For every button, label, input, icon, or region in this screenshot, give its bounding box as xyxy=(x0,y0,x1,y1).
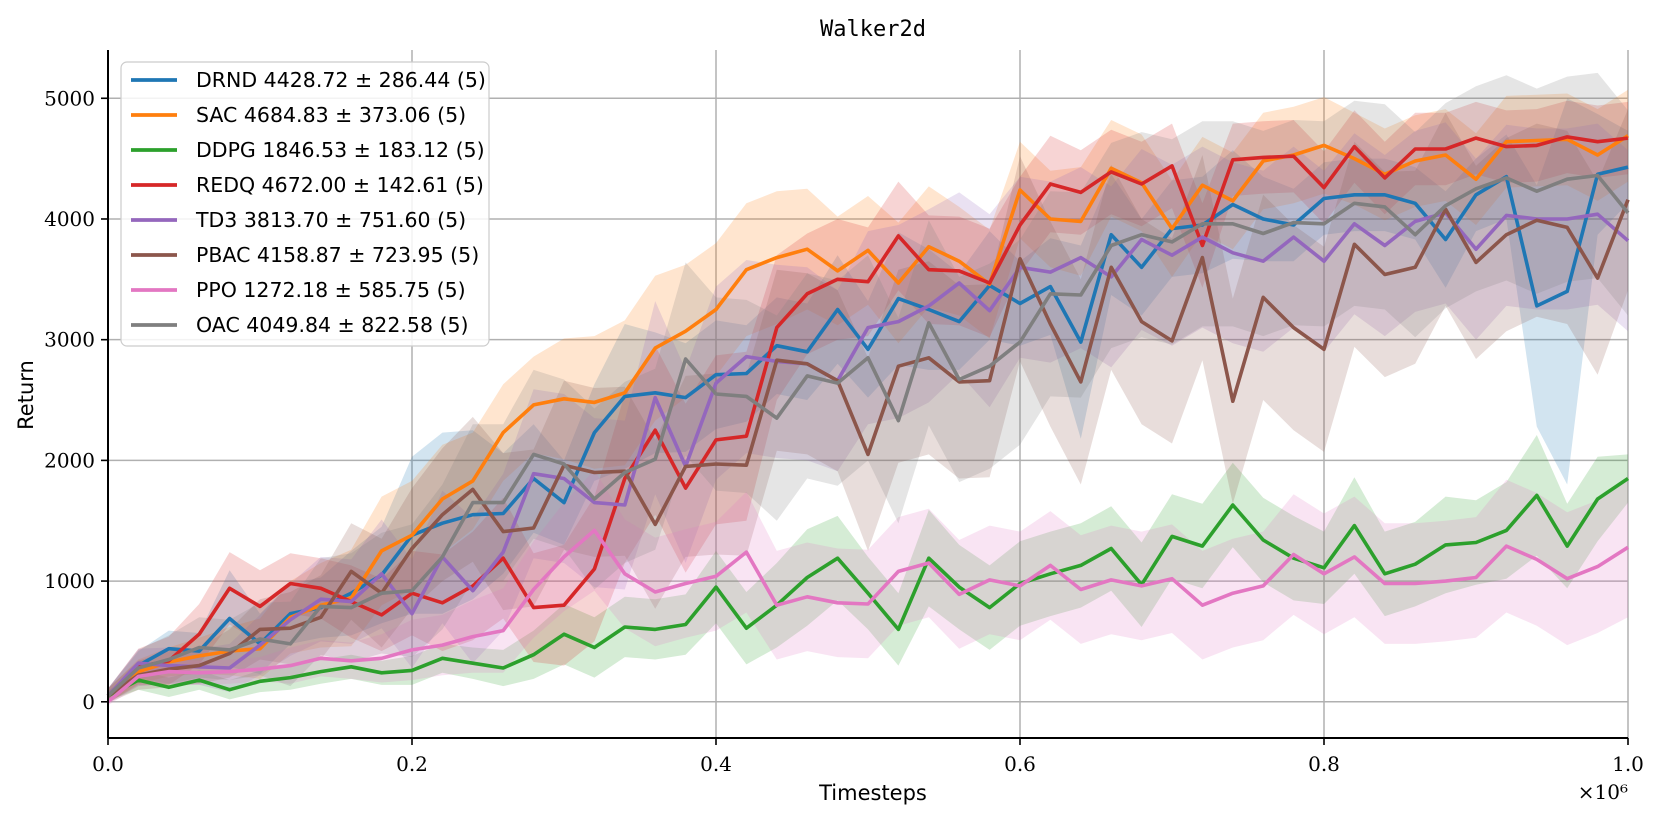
legend: DRND 4428.72 ± 286.44 (5) SAC 4684.83 ± 3… xyxy=(120,61,490,347)
y-tick-label: 0 xyxy=(82,690,95,714)
line-drnd xyxy=(106,165,1629,698)
band-td3 xyxy=(108,122,1628,703)
band-ddpg xyxy=(108,435,1628,701)
band-ppo xyxy=(108,470,1628,706)
x-axis-label: Timesteps xyxy=(818,781,927,805)
legend-label-drnd: DRND 4428.72 ± 286.44 (5) xyxy=(196,68,486,92)
y-tick-label: 2000 xyxy=(44,448,95,472)
line-oac xyxy=(106,173,1630,698)
line-redq xyxy=(106,135,1629,698)
chart-title: Walker2d xyxy=(820,17,926,42)
band-redq xyxy=(108,100,1628,703)
x-axis-multiplier: ×10⁶ xyxy=(1578,780,1628,804)
x-tick-label: 0.6 xyxy=(1004,752,1036,776)
legend-box xyxy=(120,61,490,347)
y-tick-label: 4000 xyxy=(44,207,95,231)
y-tick-label: 1000 xyxy=(44,569,95,593)
x-axis-ticks: 0.0 0.2 0.4 0.6 0.8 1.0 xyxy=(92,738,1644,776)
legend-label-ddpg: DDPG 1846.53 ± 183.12 (5) xyxy=(196,138,485,162)
y-axis-label: Return xyxy=(14,360,38,430)
x-tick-label: 1.0 xyxy=(1612,752,1644,776)
line-ddpg xyxy=(107,477,1630,698)
x-tick-label: 0.8 xyxy=(1308,752,1340,776)
legend-label-td3: TD3 3813.70 ± 751.60 (5) xyxy=(195,208,466,232)
legend-label-sac: SAC 4684.83 ± 373.06 (5) xyxy=(196,103,466,127)
legend-label-oac: OAC 4049.84 ± 822.58 (5) xyxy=(196,313,469,337)
y-tick-label: 5000 xyxy=(44,86,95,110)
series-lines xyxy=(106,134,1630,704)
line-pbac xyxy=(106,199,1630,698)
y-axis-ticks: 0 1000 2000 3000 4000 5000 xyxy=(44,86,108,714)
band-drnd xyxy=(108,98,1628,704)
line-ppo xyxy=(106,528,1629,704)
x-tick-label: 0.2 xyxy=(396,752,428,776)
y-tick-label: 3000 xyxy=(44,328,95,352)
x-tick-label: 0.4 xyxy=(700,752,732,776)
x-tick-label: 0.0 xyxy=(92,752,124,776)
legend-label-pbac: PBAC 4158.87 ± 723.95 (5) xyxy=(196,243,479,267)
line-td3 xyxy=(106,211,1630,698)
axes xyxy=(107,50,1628,739)
legend-label-redq: REDQ 4672.00 ± 142.61 (5) xyxy=(196,173,484,197)
legend-label-ppo: PPO 1272.18 ± 585.75 (5) xyxy=(196,278,466,302)
